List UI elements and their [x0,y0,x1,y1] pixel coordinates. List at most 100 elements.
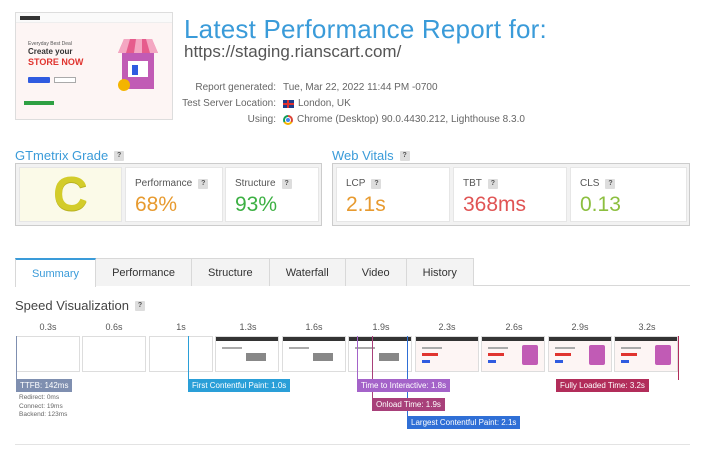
filmstrip-frame-partial[interactable] [215,336,279,372]
thumbnail-button [28,77,50,83]
help-icon[interactable]: ? [114,150,125,161]
frame-headline [488,353,504,356]
tab-performance[interactable]: Performance [96,258,193,286]
structure-value: 93% [235,193,278,216]
filmstrip-frame-loaded[interactable] [548,336,612,372]
filmstrip-frame-partial[interactable] [348,336,412,372]
ttfb-line [16,336,17,380]
section-divider [15,444,690,445]
frame-dark-block [379,353,399,361]
thumbnail-small-text: Everyday Best Deal [28,41,72,47]
browser-text: Chrome (Desktop) 90.0.4430.212, Lighthou… [297,114,525,125]
web-vitals-panel: LCP? 2.1s TBT? 368ms CLS? 0.13 [332,163,690,226]
timeline-tick: 2.9s [571,322,589,332]
server-location-value: London, UK [283,96,525,112]
frame-button [488,360,496,363]
timeline-tick: 1.6s [305,322,323,332]
frame-navbar [416,337,478,341]
timeline-tick: 2.6s [505,322,523,332]
tti-line [357,336,358,380]
frame-navbar [482,337,544,341]
grade-letter: C [53,168,88,221]
lcp-card: LCP? 2.1s [336,167,450,222]
fcp-line [188,336,189,380]
filmstrip-frame-partial[interactable] [282,336,346,372]
frame-navbar [615,337,677,341]
thumbnail-footer-badge [24,101,54,105]
frame-store-image [589,345,605,365]
filmstrip-frame-blank[interactable] [82,336,146,372]
frame-navbar [216,337,278,341]
timeline-tick: 1s [176,322,186,332]
browser-value: Chrome (Desktop) 90.0.4430.212, Lighthou… [283,112,525,128]
report-meta-labels: Report generated: Test Server Location: … [182,80,276,128]
cls-label: CLS [580,178,600,189]
filmstrip-frame-blank[interactable] [16,336,80,372]
gtmetrix-grade-heading: GTmetrix Grade ? [15,148,125,163]
help-icon[interactable]: ? [371,178,382,189]
frame-store-image [655,345,671,365]
gtmetrix-grade-panel: C Performance? 68% Structure? 93% [15,163,322,226]
frame-headline [422,353,438,356]
help-icon[interactable]: ? [134,300,145,311]
frame-button [422,360,430,363]
filmstrip-frame-loaded[interactable] [481,336,545,372]
frame-text-line [422,347,442,349]
fully-loaded-marker[interactable]: Fully Loaded Time: 3.2s [556,379,649,392]
tab-video[interactable]: Video [345,258,407,286]
frame-text-line [555,347,575,349]
report-generated-value: Tue, Mar 22, 2022 11:44 PM -0700 [283,80,525,96]
timeline-tick: 1.3s [239,322,257,332]
help-icon[interactable]: ? [198,178,209,189]
structure-label: Structure [235,178,276,189]
tab-structure[interactable]: Structure [192,258,270,286]
web-vitals-title: Web Vitals [332,148,394,163]
help-icon[interactable]: ? [399,150,410,161]
speed-visualization-title: Speed Visualization [15,298,129,313]
frame-text-line [621,347,641,349]
label-using: Using: [247,114,276,125]
report-meta-values: Tue, Mar 22, 2022 11:44 PM -0700 London,… [283,80,525,128]
web-vitals-heading: Web Vitals ? [332,148,410,163]
frame-text-line [222,347,242,349]
thumbnail-button-secondary [54,77,76,83]
lcp-label: LCP [346,178,366,189]
fcp-marker[interactable]: First Contentful Paint: 1.0s [188,379,291,392]
frame-headline [621,353,637,356]
store-illustration-icon [118,39,158,91]
fully-loaded-line [678,336,679,380]
report-url[interactable]: https://staging.rianscart.com/ [184,42,402,61]
onload-marker[interactable]: Onload Time: 1.9s [372,398,445,411]
tbt-value: 368ms [463,193,527,216]
cls-value: 0.13 [580,193,621,216]
thumbnail-line2: STORE NOW [28,57,84,67]
performance-label: Performance [135,178,193,189]
timeline-tick: 1.9s [372,322,390,332]
onload-line [372,336,373,398]
help-icon[interactable]: ? [487,178,498,189]
ttfb-details: Redirect: 0ms Connect: 19ms Backend: 123… [19,394,67,420]
filmstrip-frame-loaded[interactable] [614,336,678,372]
help-icon[interactable]: ? [281,178,292,189]
server-location-text: London, UK [298,98,351,109]
ttfb-marker[interactable]: TTFB: 142ms [16,379,73,392]
page-screenshot-thumbnail[interactable]: Everyday Best Deal Create your STORE NOW [15,12,173,120]
thumbnail-logo [20,16,40,20]
tti-marker[interactable]: Time to Interactive: 1.8s [357,379,451,392]
frame-store-image [522,345,538,365]
structure-label-row: Structure? [235,178,292,189]
frame-text-line [289,347,309,349]
frame-headline [555,353,571,356]
tab-summary[interactable]: Summary [15,258,97,287]
label-report-generated: Report generated: [195,82,276,93]
frame-navbar [349,337,411,341]
tab-waterfall[interactable]: Waterfall [269,258,346,286]
tab-history[interactable]: History [406,258,474,286]
lcp-marker[interactable]: Largest Contentful Paint: 2.1s [407,416,521,429]
help-icon[interactable]: ? [605,178,616,189]
frame-hero [416,341,478,371]
filmstrip-frame-loaded[interactable] [415,336,479,372]
ttfb-backend: Backend: 123ms [19,411,68,418]
filmstrip-frame-blank[interactable] [149,336,213,372]
frame-navbar [283,337,345,341]
